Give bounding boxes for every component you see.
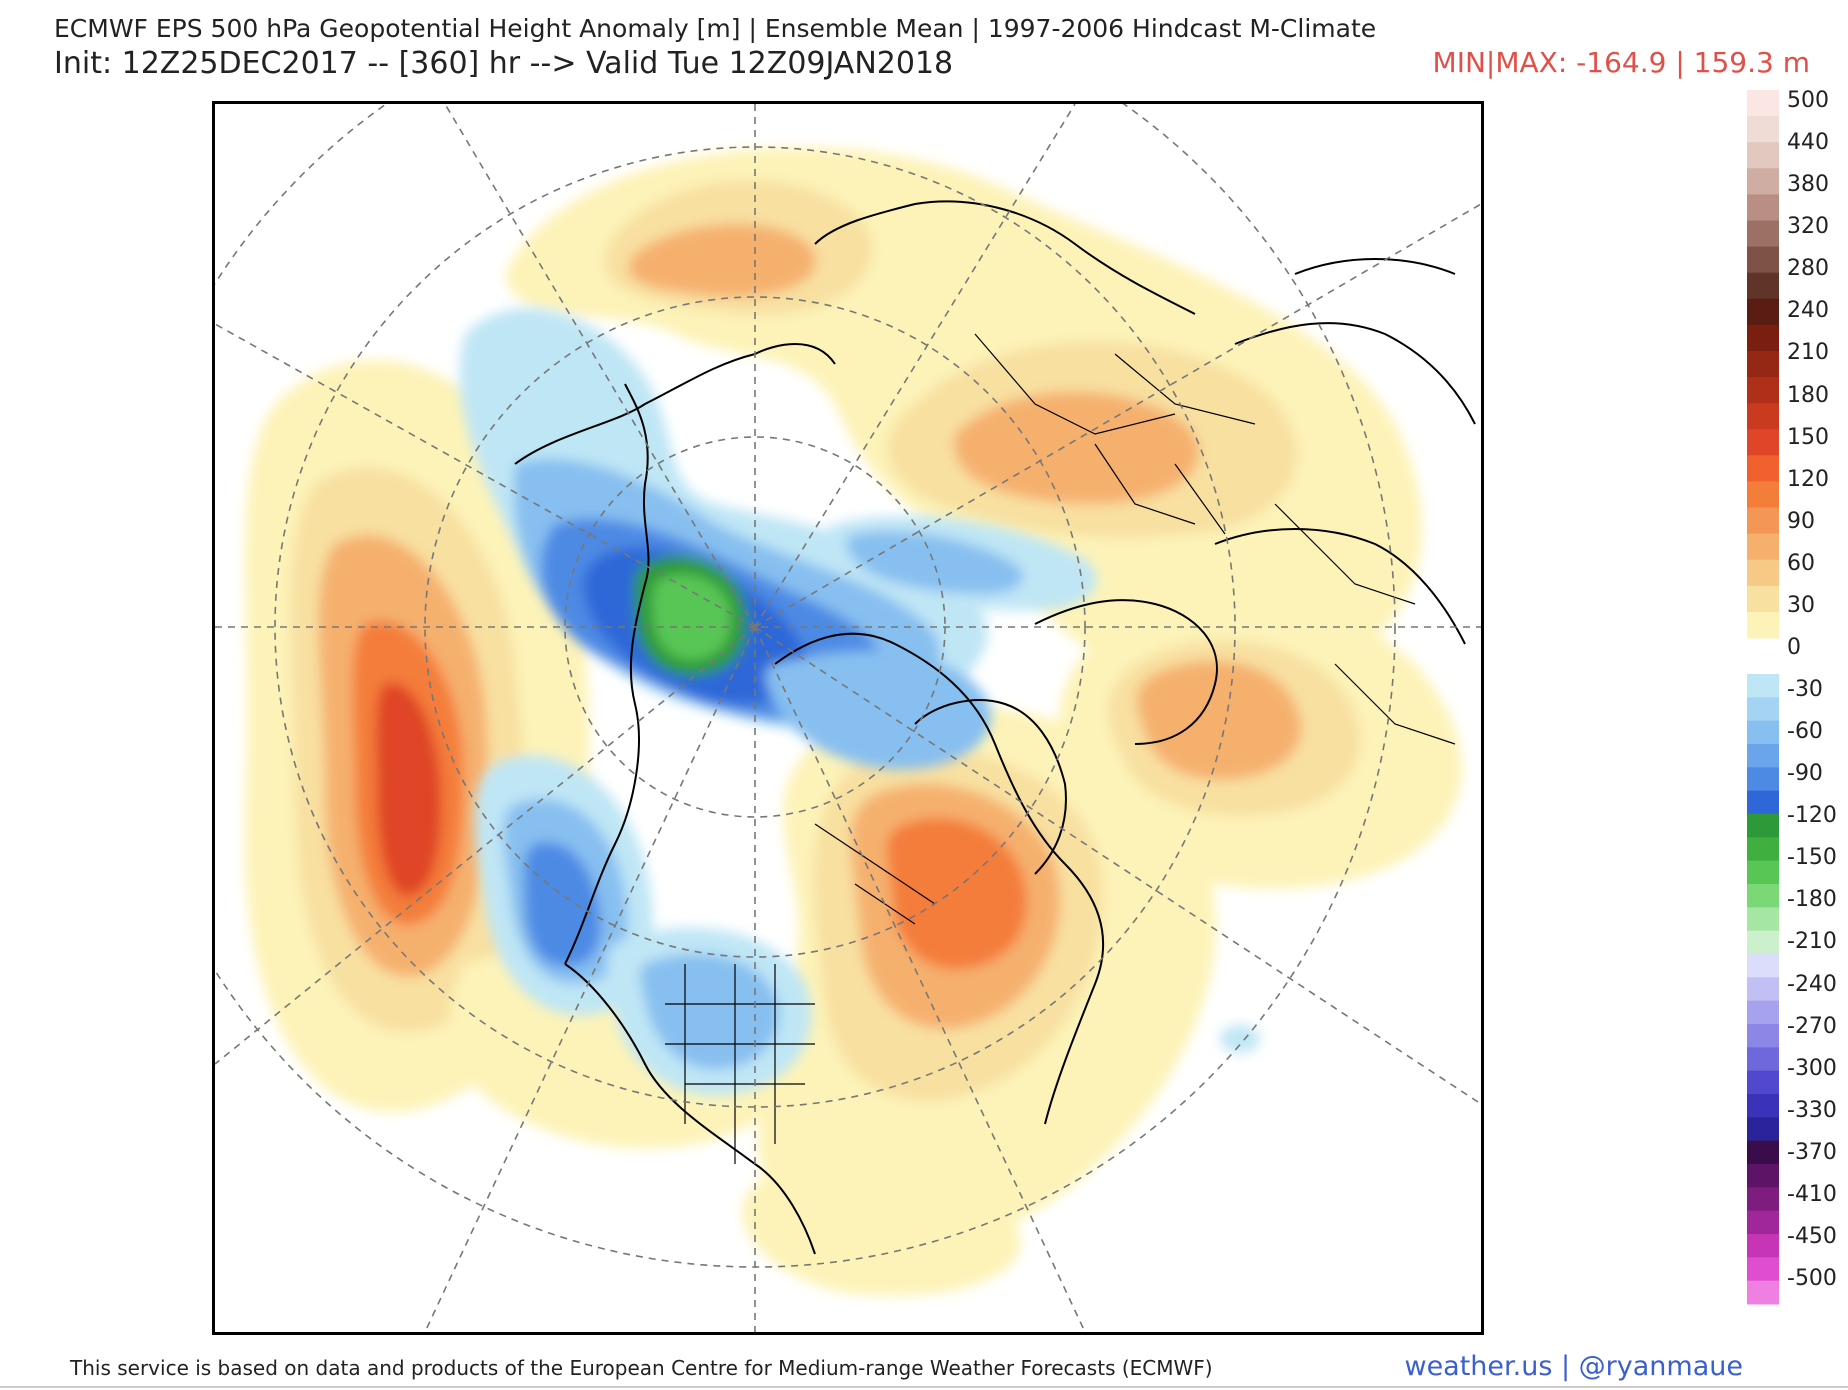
colorbar-tick-label: -370 xyxy=(1787,1139,1837,1165)
colorbar-swatch-positive xyxy=(1747,272,1779,300)
colorbar-tick-label: 320 xyxy=(1787,214,1829,240)
colorbar-tick-label: 30 xyxy=(1787,592,1815,618)
colorbar-swatch-positive xyxy=(1747,246,1779,274)
colorbar-swatch-negative xyxy=(1747,1024,1779,1048)
colorbar-swatch-positive xyxy=(1747,403,1779,430)
colorbar-tick-label: 380 xyxy=(1787,172,1829,198)
colorbar-tick-label: -330 xyxy=(1787,1097,1837,1123)
color-scale-legend xyxy=(1747,90,1787,1334)
colorbar-swatch-negative xyxy=(1747,1094,1779,1118)
colorbar-tick-label: -30 xyxy=(1787,677,1823,702)
credit-link[interactable]: weather.us | @ryanmaue xyxy=(1404,1351,1743,1382)
bottom-divider xyxy=(0,1386,1848,1388)
colorbar-tick-label: -450 xyxy=(1787,1223,1837,1249)
colorbar-tick-label: 500 xyxy=(1787,88,1829,113)
colorbar-swatch-negative xyxy=(1747,1140,1779,1165)
colorbar-swatch-negative xyxy=(1747,1117,1779,1142)
colorbar-swatch-negative xyxy=(1747,790,1779,815)
colorbar-swatch-positive xyxy=(1747,90,1779,117)
colorbar-swatch-positive xyxy=(1747,116,1779,143)
colorbar-swatch-positive xyxy=(1747,220,1779,248)
graticule xyxy=(215,104,1481,1332)
colorbar-swatch-negative xyxy=(1747,1210,1779,1235)
colorbar-swatch-positive xyxy=(1747,377,1779,404)
colorbar-swatch-positive xyxy=(1747,507,1779,535)
colorbar-swatch-negative xyxy=(1747,930,1779,955)
colorbar-tick-label: 440 xyxy=(1787,130,1829,156)
colorbar-swatch-positive xyxy=(1747,168,1779,195)
colorbar-swatch-negative xyxy=(1747,697,1779,722)
colorbar-swatch-positive xyxy=(1747,298,1779,326)
colorbar-swatch-positive xyxy=(1747,324,1779,352)
colorbar-swatch-positive xyxy=(1747,481,1779,509)
colorbar-swatch-negative xyxy=(1747,1000,1779,1025)
colorbar-swatch-negative xyxy=(1747,814,1779,838)
colorbar-swatch-negative xyxy=(1747,1280,1779,1305)
colorbar-swatch-negative xyxy=(1747,1257,1779,1282)
colorbar-swatch-negative xyxy=(1747,1070,1779,1095)
colorbar-tick-label: -210 xyxy=(1787,929,1837,955)
colorbar-swatch-negative xyxy=(1747,674,1779,698)
colorbar-tick-label: -500 xyxy=(1787,1266,1837,1291)
min-max-readout: MIN|MAX: -164.9 | 159.3 m xyxy=(1432,46,1810,79)
colorbar-tick-label: 240 xyxy=(1787,298,1829,324)
polar-stereographic-map xyxy=(212,101,1484,1335)
colorbar-swatch-negative xyxy=(1747,860,1779,885)
colorbar-tick-label: 210 xyxy=(1787,340,1829,366)
colorbar-tick-label: -410 xyxy=(1787,1181,1837,1207)
colorbar-swatch-negative xyxy=(1747,977,1779,1002)
colorbar-tick-label: 280 xyxy=(1787,256,1829,282)
colorbar-tick-label: 0 xyxy=(1787,634,1801,660)
colorbar-swatch-negative xyxy=(1747,744,1779,768)
colorbar-swatch-negative xyxy=(1747,907,1779,932)
colorbar-swatch-positive xyxy=(1747,142,1779,169)
map-title: ECMWF EPS 500 hPa Geopotential Height An… xyxy=(54,14,1377,43)
colorbar-tick-label: -120 xyxy=(1787,803,1837,829)
coastlines xyxy=(514,200,1476,1255)
colorbar-swatch-negative xyxy=(1747,1234,1779,1258)
colorbar-swatch-positive xyxy=(1747,194,1779,221)
colorbar-tick-label: -240 xyxy=(1787,971,1837,997)
colorbar-tick-label: 180 xyxy=(1787,382,1829,408)
colorbar-swatch-negative xyxy=(1747,884,1779,908)
colorbar-swatch-negative xyxy=(1747,767,1779,792)
colorbar-swatch-positive xyxy=(1747,585,1779,613)
colorbar-swatch-negative xyxy=(1747,954,1779,978)
colorbar-swatch-positive xyxy=(1747,611,1779,639)
colorbar-swatch-positive xyxy=(1747,455,1779,482)
colorbar-tick-label: 120 xyxy=(1787,466,1829,492)
colorbar-swatch-positive xyxy=(1747,559,1779,587)
colorbar-tick-label: -270 xyxy=(1787,1013,1837,1039)
colorbar-swatch-positive xyxy=(1747,350,1779,378)
colorbar-tick-label: -90 xyxy=(1787,761,1823,787)
color-scale-swatches xyxy=(1747,90,1779,1305)
init-valid-time: Init: 12Z25DEC2017 -- [360] hr --> Valid… xyxy=(54,46,954,81)
colorbar-tick-label: -180 xyxy=(1787,887,1837,913)
colorbar-tick-label: -150 xyxy=(1787,845,1837,871)
positive-anomaly-field xyxy=(244,147,1462,1296)
colorbar-swatch-positive xyxy=(1747,429,1779,456)
colorbar-tick-label: -60 xyxy=(1787,719,1823,745)
colorbar-tick-label: 60 xyxy=(1787,550,1815,576)
colorbar-tick-label: -300 xyxy=(1787,1055,1837,1081)
colorbar-tick-label: 150 xyxy=(1787,424,1829,450)
colorbar-swatch-negative xyxy=(1747,1047,1779,1072)
colorbar-tick-label: 90 xyxy=(1787,508,1815,534)
colorbar-swatch-negative xyxy=(1747,720,1779,745)
ecmwf-attribution: This service is based on data and produc… xyxy=(70,1356,1213,1380)
colorbar-swatch-negative xyxy=(1747,1164,1779,1188)
colorbar-swatch-positive xyxy=(1747,533,1779,561)
map-canvas xyxy=(215,104,1481,1332)
colorbar-swatch-negative xyxy=(1747,837,1779,862)
colorbar-swatch-negative xyxy=(1747,1187,1779,1212)
